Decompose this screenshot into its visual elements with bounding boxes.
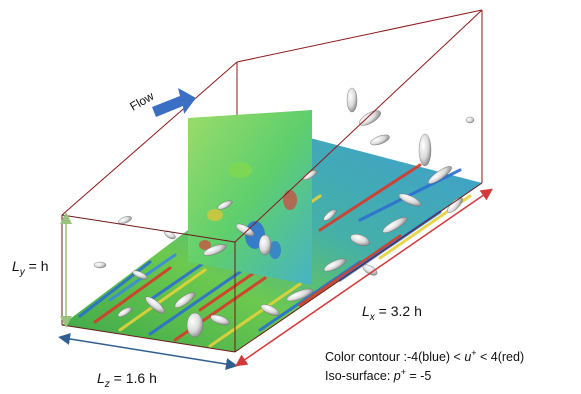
ly-label: Ly = h bbox=[12, 258, 49, 278]
lx-label: Lx = 3.2 h bbox=[362, 303, 422, 323]
flow-label: Flow bbox=[127, 89, 156, 114]
vertical-contour-plane bbox=[188, 110, 312, 285]
iso-surface-caption: Iso-surface: p+ = -5 bbox=[325, 367, 431, 383]
lz-label: Lz = 1.6 h bbox=[97, 370, 157, 390]
lx-arrow bbox=[235, 188, 493, 367]
flow-arrow: Flow bbox=[127, 88, 196, 117]
lz-arrow bbox=[58, 333, 238, 370]
contour-caption: Color contour :-4(blue) < u+ < 4(red) bbox=[325, 348, 524, 364]
